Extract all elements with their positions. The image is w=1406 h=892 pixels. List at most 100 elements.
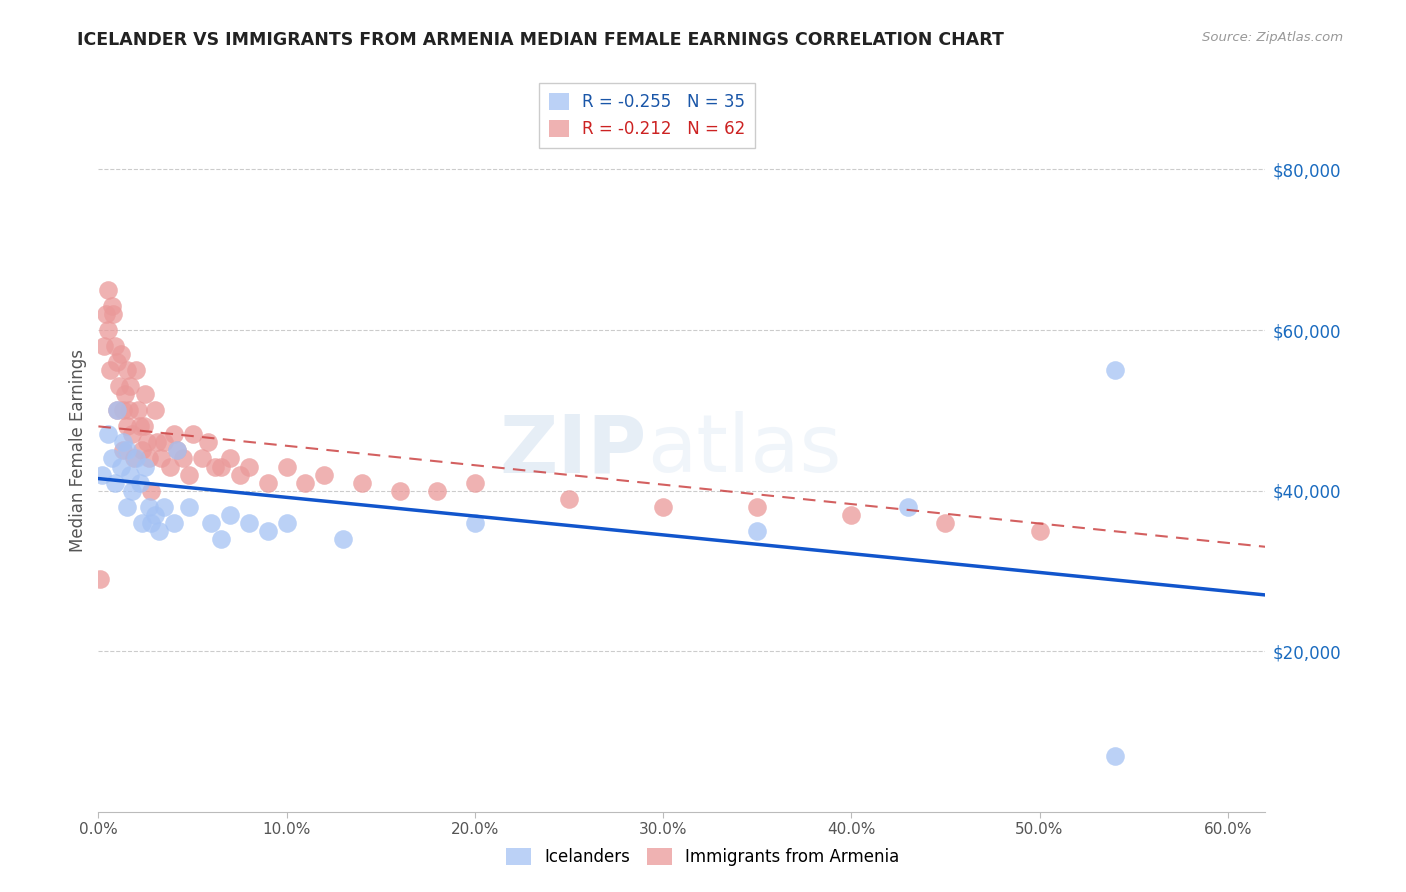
Point xyxy=(139,483,162,498)
Point xyxy=(197,435,219,450)
Point xyxy=(108,379,131,393)
Point xyxy=(143,508,166,522)
Point xyxy=(104,339,127,353)
Point xyxy=(1028,524,1050,538)
Point xyxy=(276,459,298,474)
Point xyxy=(111,435,134,450)
Point xyxy=(350,475,373,490)
Point xyxy=(219,508,242,522)
Text: Source: ZipAtlas.com: Source: ZipAtlas.com xyxy=(1202,31,1343,45)
Point xyxy=(91,467,114,482)
Point xyxy=(89,572,111,586)
Point xyxy=(97,283,120,297)
Point xyxy=(128,475,150,490)
Point xyxy=(652,500,675,514)
Point xyxy=(172,451,194,466)
Point xyxy=(128,419,150,434)
Point xyxy=(166,443,188,458)
Point xyxy=(120,467,142,482)
Point xyxy=(110,459,132,474)
Point xyxy=(93,339,115,353)
Point xyxy=(132,419,155,434)
Point xyxy=(191,451,214,466)
Point xyxy=(558,491,581,506)
Point xyxy=(166,443,188,458)
Point xyxy=(127,403,149,417)
Legend: R = -0.255   N = 35, R = -0.212   N = 62: R = -0.255 N = 35, R = -0.212 N = 62 xyxy=(538,83,755,148)
Point xyxy=(110,347,132,361)
Point xyxy=(200,516,222,530)
Text: atlas: atlas xyxy=(647,411,841,490)
Point xyxy=(117,403,139,417)
Point xyxy=(121,427,143,442)
Point xyxy=(204,459,226,474)
Point xyxy=(100,451,122,466)
Point xyxy=(209,532,232,546)
Point xyxy=(464,516,486,530)
Text: ICELANDER VS IMMIGRANTS FROM ARMENIA MEDIAN FEMALE EARNINGS CORRELATION CHART: ICELANDER VS IMMIGRANTS FROM ARMENIA MED… xyxy=(77,31,1004,49)
Point xyxy=(897,500,920,514)
Point xyxy=(388,483,411,498)
Point xyxy=(100,299,122,313)
Point xyxy=(332,532,354,546)
Point xyxy=(138,451,160,466)
Point xyxy=(114,387,136,401)
Point xyxy=(256,475,278,490)
Point xyxy=(238,516,260,530)
Point xyxy=(276,516,298,530)
Point xyxy=(131,516,153,530)
Point xyxy=(120,379,142,393)
Point xyxy=(1104,363,1126,377)
Point xyxy=(163,516,186,530)
Point xyxy=(146,435,169,450)
Point xyxy=(122,451,145,466)
Point xyxy=(159,459,181,474)
Point xyxy=(238,459,260,474)
Point xyxy=(134,459,156,474)
Point xyxy=(153,435,176,450)
Point xyxy=(314,467,336,482)
Point xyxy=(94,307,117,321)
Point xyxy=(219,451,242,466)
Point xyxy=(105,403,128,417)
Point xyxy=(138,500,160,514)
Point xyxy=(134,387,156,401)
Point xyxy=(97,323,120,337)
Point xyxy=(464,475,486,490)
Point xyxy=(294,475,316,490)
Point xyxy=(104,475,127,490)
Point xyxy=(747,524,769,538)
Point xyxy=(121,483,143,498)
Point xyxy=(115,500,138,514)
Point xyxy=(125,451,148,466)
Point xyxy=(256,524,278,538)
Point xyxy=(153,500,176,514)
Point xyxy=(115,363,138,377)
Point xyxy=(131,443,153,458)
Point xyxy=(1104,748,1126,763)
Point xyxy=(177,467,200,482)
Point xyxy=(136,435,159,450)
Point xyxy=(149,451,172,466)
Point xyxy=(209,459,232,474)
Point xyxy=(177,500,200,514)
Point xyxy=(105,403,128,417)
Point xyxy=(115,443,138,458)
Point xyxy=(747,500,769,514)
Point xyxy=(163,427,186,442)
Point xyxy=(111,443,134,458)
Legend: Icelanders, Immigrants from Armenia: Icelanders, Immigrants from Armenia xyxy=(499,841,907,873)
Point xyxy=(115,419,138,434)
Text: ZIP: ZIP xyxy=(499,411,647,490)
Point xyxy=(839,508,862,522)
Point xyxy=(125,363,148,377)
Point xyxy=(97,427,120,442)
Point xyxy=(139,516,162,530)
Point xyxy=(98,363,121,377)
Point xyxy=(105,355,128,369)
Point xyxy=(143,403,166,417)
Point xyxy=(228,467,250,482)
Point xyxy=(148,524,170,538)
Point xyxy=(103,307,125,321)
Point xyxy=(181,427,204,442)
